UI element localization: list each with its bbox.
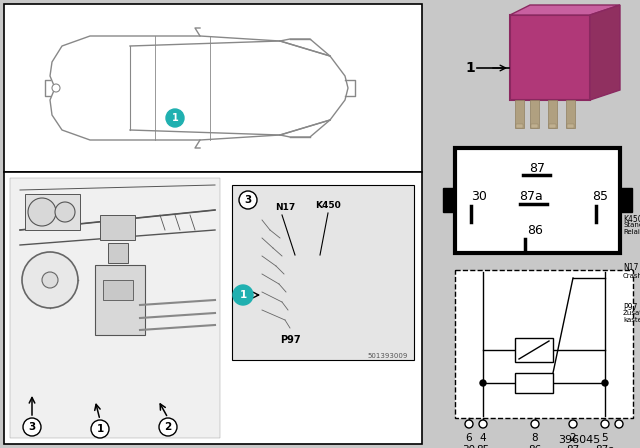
Text: 30: 30 xyxy=(471,190,487,203)
Circle shape xyxy=(166,109,184,127)
Bar xyxy=(100,215,135,240)
Text: 1: 1 xyxy=(97,424,104,434)
Text: 85: 85 xyxy=(592,190,608,203)
Text: N17: N17 xyxy=(275,203,295,212)
Circle shape xyxy=(569,420,577,428)
Bar xyxy=(510,15,590,100)
Bar xyxy=(620,188,632,212)
Circle shape xyxy=(159,418,177,436)
Text: 87a: 87a xyxy=(595,445,615,448)
Text: Standlüftungs-
Relais: Standlüftungs- Relais xyxy=(623,221,640,234)
Circle shape xyxy=(22,252,78,308)
Circle shape xyxy=(28,198,56,226)
Bar xyxy=(103,280,133,300)
Circle shape xyxy=(52,84,60,92)
Circle shape xyxy=(615,420,623,428)
Bar xyxy=(10,178,220,438)
Text: Zusatzsicherungs-
kasten: Zusatzsicherungs- kasten xyxy=(623,310,640,323)
Bar xyxy=(515,100,524,128)
Bar xyxy=(567,124,574,128)
Bar xyxy=(232,185,414,360)
Text: 86: 86 xyxy=(527,224,543,237)
Text: 5: 5 xyxy=(602,433,608,443)
Bar xyxy=(515,338,553,362)
Circle shape xyxy=(465,420,473,428)
Bar xyxy=(530,100,539,128)
Bar xyxy=(455,148,620,253)
Bar xyxy=(443,188,455,212)
Circle shape xyxy=(233,285,253,305)
Text: 3: 3 xyxy=(28,422,36,432)
Text: 3: 3 xyxy=(244,195,252,205)
Text: K450: K450 xyxy=(315,201,340,210)
Text: 1: 1 xyxy=(465,61,475,75)
Text: K450: K450 xyxy=(623,215,640,224)
Circle shape xyxy=(602,380,608,386)
Text: 396045: 396045 xyxy=(557,435,600,445)
Text: 4: 4 xyxy=(480,433,486,443)
Text: Crash-Alarmgeber: Crash-Alarmgeber xyxy=(623,273,640,279)
Text: 2: 2 xyxy=(570,433,576,443)
Bar xyxy=(549,124,556,128)
Circle shape xyxy=(239,191,257,209)
Text: 1: 1 xyxy=(172,113,179,123)
Text: 6: 6 xyxy=(466,433,472,443)
Text: 87a: 87a xyxy=(519,190,543,203)
Bar xyxy=(4,172,422,444)
Circle shape xyxy=(91,420,109,438)
Bar xyxy=(548,100,557,128)
Circle shape xyxy=(480,380,486,386)
Polygon shape xyxy=(510,5,620,15)
Bar xyxy=(4,4,422,172)
Text: P97: P97 xyxy=(280,335,300,345)
Bar xyxy=(95,265,145,335)
Circle shape xyxy=(601,420,609,428)
Circle shape xyxy=(23,418,41,436)
Bar xyxy=(516,124,523,128)
Text: 87: 87 xyxy=(529,161,545,175)
Circle shape xyxy=(55,202,75,222)
Text: 501393009: 501393009 xyxy=(367,353,408,359)
Text: 8: 8 xyxy=(532,433,538,443)
Text: 85: 85 xyxy=(476,445,490,448)
Text: N17: N17 xyxy=(623,263,638,272)
Text: 30: 30 xyxy=(463,445,476,448)
Bar xyxy=(515,373,553,393)
Bar xyxy=(566,100,575,128)
Text: 1: 1 xyxy=(239,290,246,300)
Circle shape xyxy=(479,420,487,428)
Circle shape xyxy=(42,272,58,288)
Bar xyxy=(455,270,633,418)
Text: P97: P97 xyxy=(623,303,637,313)
Circle shape xyxy=(531,420,539,428)
Polygon shape xyxy=(590,5,620,100)
Bar xyxy=(108,243,128,263)
Bar xyxy=(531,124,538,128)
Text: 87: 87 xyxy=(566,445,580,448)
Bar xyxy=(25,194,80,230)
Text: 2: 2 xyxy=(164,422,172,432)
Text: 86: 86 xyxy=(529,445,541,448)
